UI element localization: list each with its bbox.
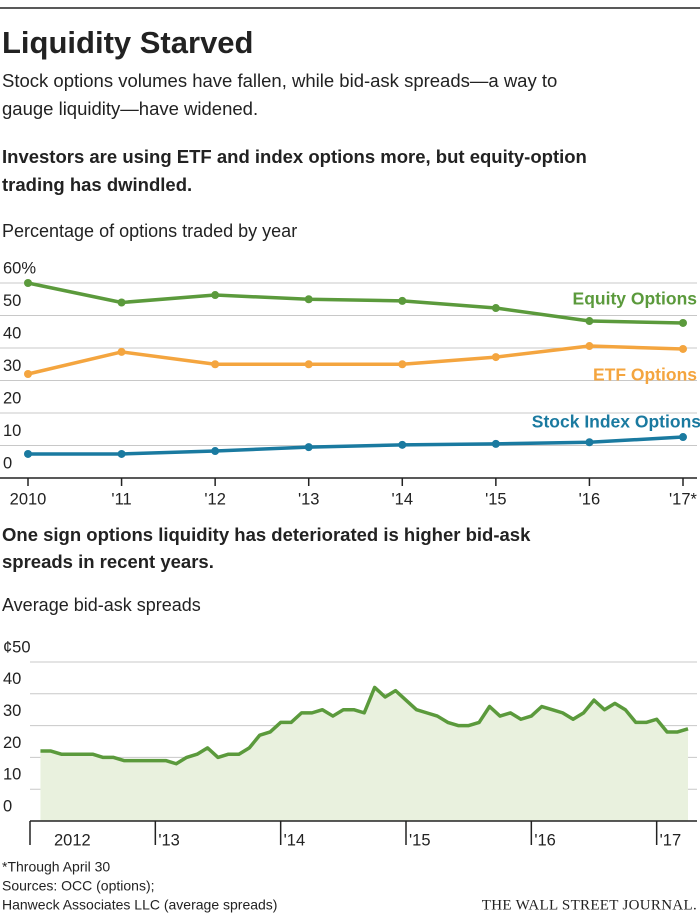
data-point [24,279,32,287]
data-point [585,438,594,447]
data-point [24,449,32,458]
y-tick-label: 10 [3,766,21,784]
series-line [27,344,684,376]
chart-heading: trading has dwindled. [2,174,192,195]
y-tick-label: 30 [3,357,21,375]
data-point [679,344,687,353]
y-tick-label: ¢50 [3,638,31,656]
title: Liquidity Starved [2,25,253,60]
chart-title: Average bid-ask spreads [2,595,201,615]
x-tick-label: '16 [579,490,601,508]
subtitle: Stock options volumes have fallen, while… [2,70,557,91]
data-point [679,433,687,442]
series-label: Stock Index Options [532,412,700,432]
x-tick-label: 2010 [10,490,47,508]
series-label: ETF Options [593,365,697,385]
x-tick-label: '16 [534,831,556,849]
x-tick-label: '15 [485,490,507,508]
x-tick-label: '13 [158,831,180,849]
y-tick-label: 50 [3,292,21,310]
series-line [40,685,689,766]
data-point [398,440,407,449]
x-tick-label: '13 [298,490,320,508]
data-point [211,447,220,456]
x-tick-label: '12 [204,490,226,508]
data-point [491,353,500,362]
credit: THE WALL STREET JOURNAL. [482,897,697,913]
series-label: Equity Options [573,289,698,309]
subtitle: gauge liquidity—have widened. [2,98,258,119]
y-tick-label: 40 [3,324,21,342]
y-tick-label: 0 [3,797,12,815]
y-tick-label: 20 [3,389,21,407]
data-point [117,347,126,356]
chart-title: Percentage of options traded by year [2,221,297,241]
data-point [491,304,500,313]
data-point [211,291,220,300]
data-point [117,298,126,307]
x-tick-label: '11 [111,490,131,508]
x-tick-label: '17 [660,831,682,849]
area-fill [40,687,688,821]
footnote: *Through April 30 [2,859,110,875]
data-point [24,370,32,378]
y-tick-label: 40 [3,670,21,688]
x-tick-label: '14 [284,831,306,849]
data-point [304,295,313,304]
data-point [679,318,687,327]
chart-heading: Investors are using ETF and index option… [2,146,587,167]
series-line [28,435,684,456]
data-point [398,296,407,305]
data-point [491,439,500,448]
x-tick-label: '15 [409,831,431,849]
y-tick-label: 10 [3,422,21,440]
data-point [117,449,126,458]
x-tick-label: '17* [669,490,698,508]
y-tick-label: 20 [3,734,21,752]
x-tick-label: 2012 [54,831,91,849]
data-point [304,360,313,369]
chart-heading: One sign options liquidity has deteriora… [2,524,531,545]
data-point [585,342,594,351]
series-line [27,281,684,325]
x-tick-label: '14 [392,490,414,508]
source: Hanweck Associates LLC (average spreads) [2,897,277,913]
data-point [398,360,407,369]
y-tick-label: 0 [3,454,12,472]
data-point [304,443,313,452]
data-point [585,317,594,326]
chart-heading: spreads in recent years. [2,551,214,572]
source: Sources: OCC (options); [2,878,155,894]
y-tick-label: 60% [3,259,36,277]
y-tick-label: 30 [3,702,21,720]
data-point [211,360,220,369]
